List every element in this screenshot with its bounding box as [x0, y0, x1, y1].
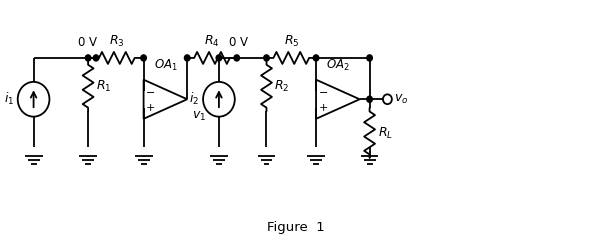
Text: $i_2$: $i_2$: [189, 91, 199, 107]
Circle shape: [86, 55, 91, 61]
Text: $0\ \mathrm{V}$: $0\ \mathrm{V}$: [77, 36, 99, 49]
Circle shape: [367, 55, 372, 61]
Circle shape: [216, 55, 222, 61]
Text: $R_1$: $R_1$: [96, 79, 112, 94]
Text: $R_5$: $R_5$: [284, 34, 299, 49]
Circle shape: [367, 96, 372, 102]
Circle shape: [141, 55, 146, 61]
Circle shape: [93, 55, 99, 61]
Text: $R_L$: $R_L$: [378, 125, 392, 141]
Text: $-$: $-$: [318, 86, 328, 96]
Circle shape: [313, 55, 319, 61]
Text: $+$: $+$: [146, 102, 156, 113]
Text: $0\ \mathrm{V}$: $0\ \mathrm{V}$: [228, 36, 250, 49]
Text: $i_1$: $i_1$: [4, 91, 14, 107]
Text: $v_1$: $v_1$: [192, 110, 206, 123]
Text: $v_o$: $v_o$: [394, 93, 408, 106]
Circle shape: [234, 55, 240, 61]
Circle shape: [264, 55, 269, 61]
Text: $OA_1$: $OA_1$: [153, 58, 177, 73]
Circle shape: [185, 55, 190, 61]
Text: $R_3$: $R_3$: [109, 34, 124, 49]
Text: $R_2$: $R_2$: [274, 79, 290, 94]
Text: $-$: $-$: [146, 86, 156, 96]
Text: Figure  1: Figure 1: [267, 221, 325, 234]
Text: $+$: $+$: [318, 102, 328, 113]
Text: $R_4$: $R_4$: [204, 34, 220, 49]
Text: $OA_2$: $OA_2$: [326, 58, 350, 73]
